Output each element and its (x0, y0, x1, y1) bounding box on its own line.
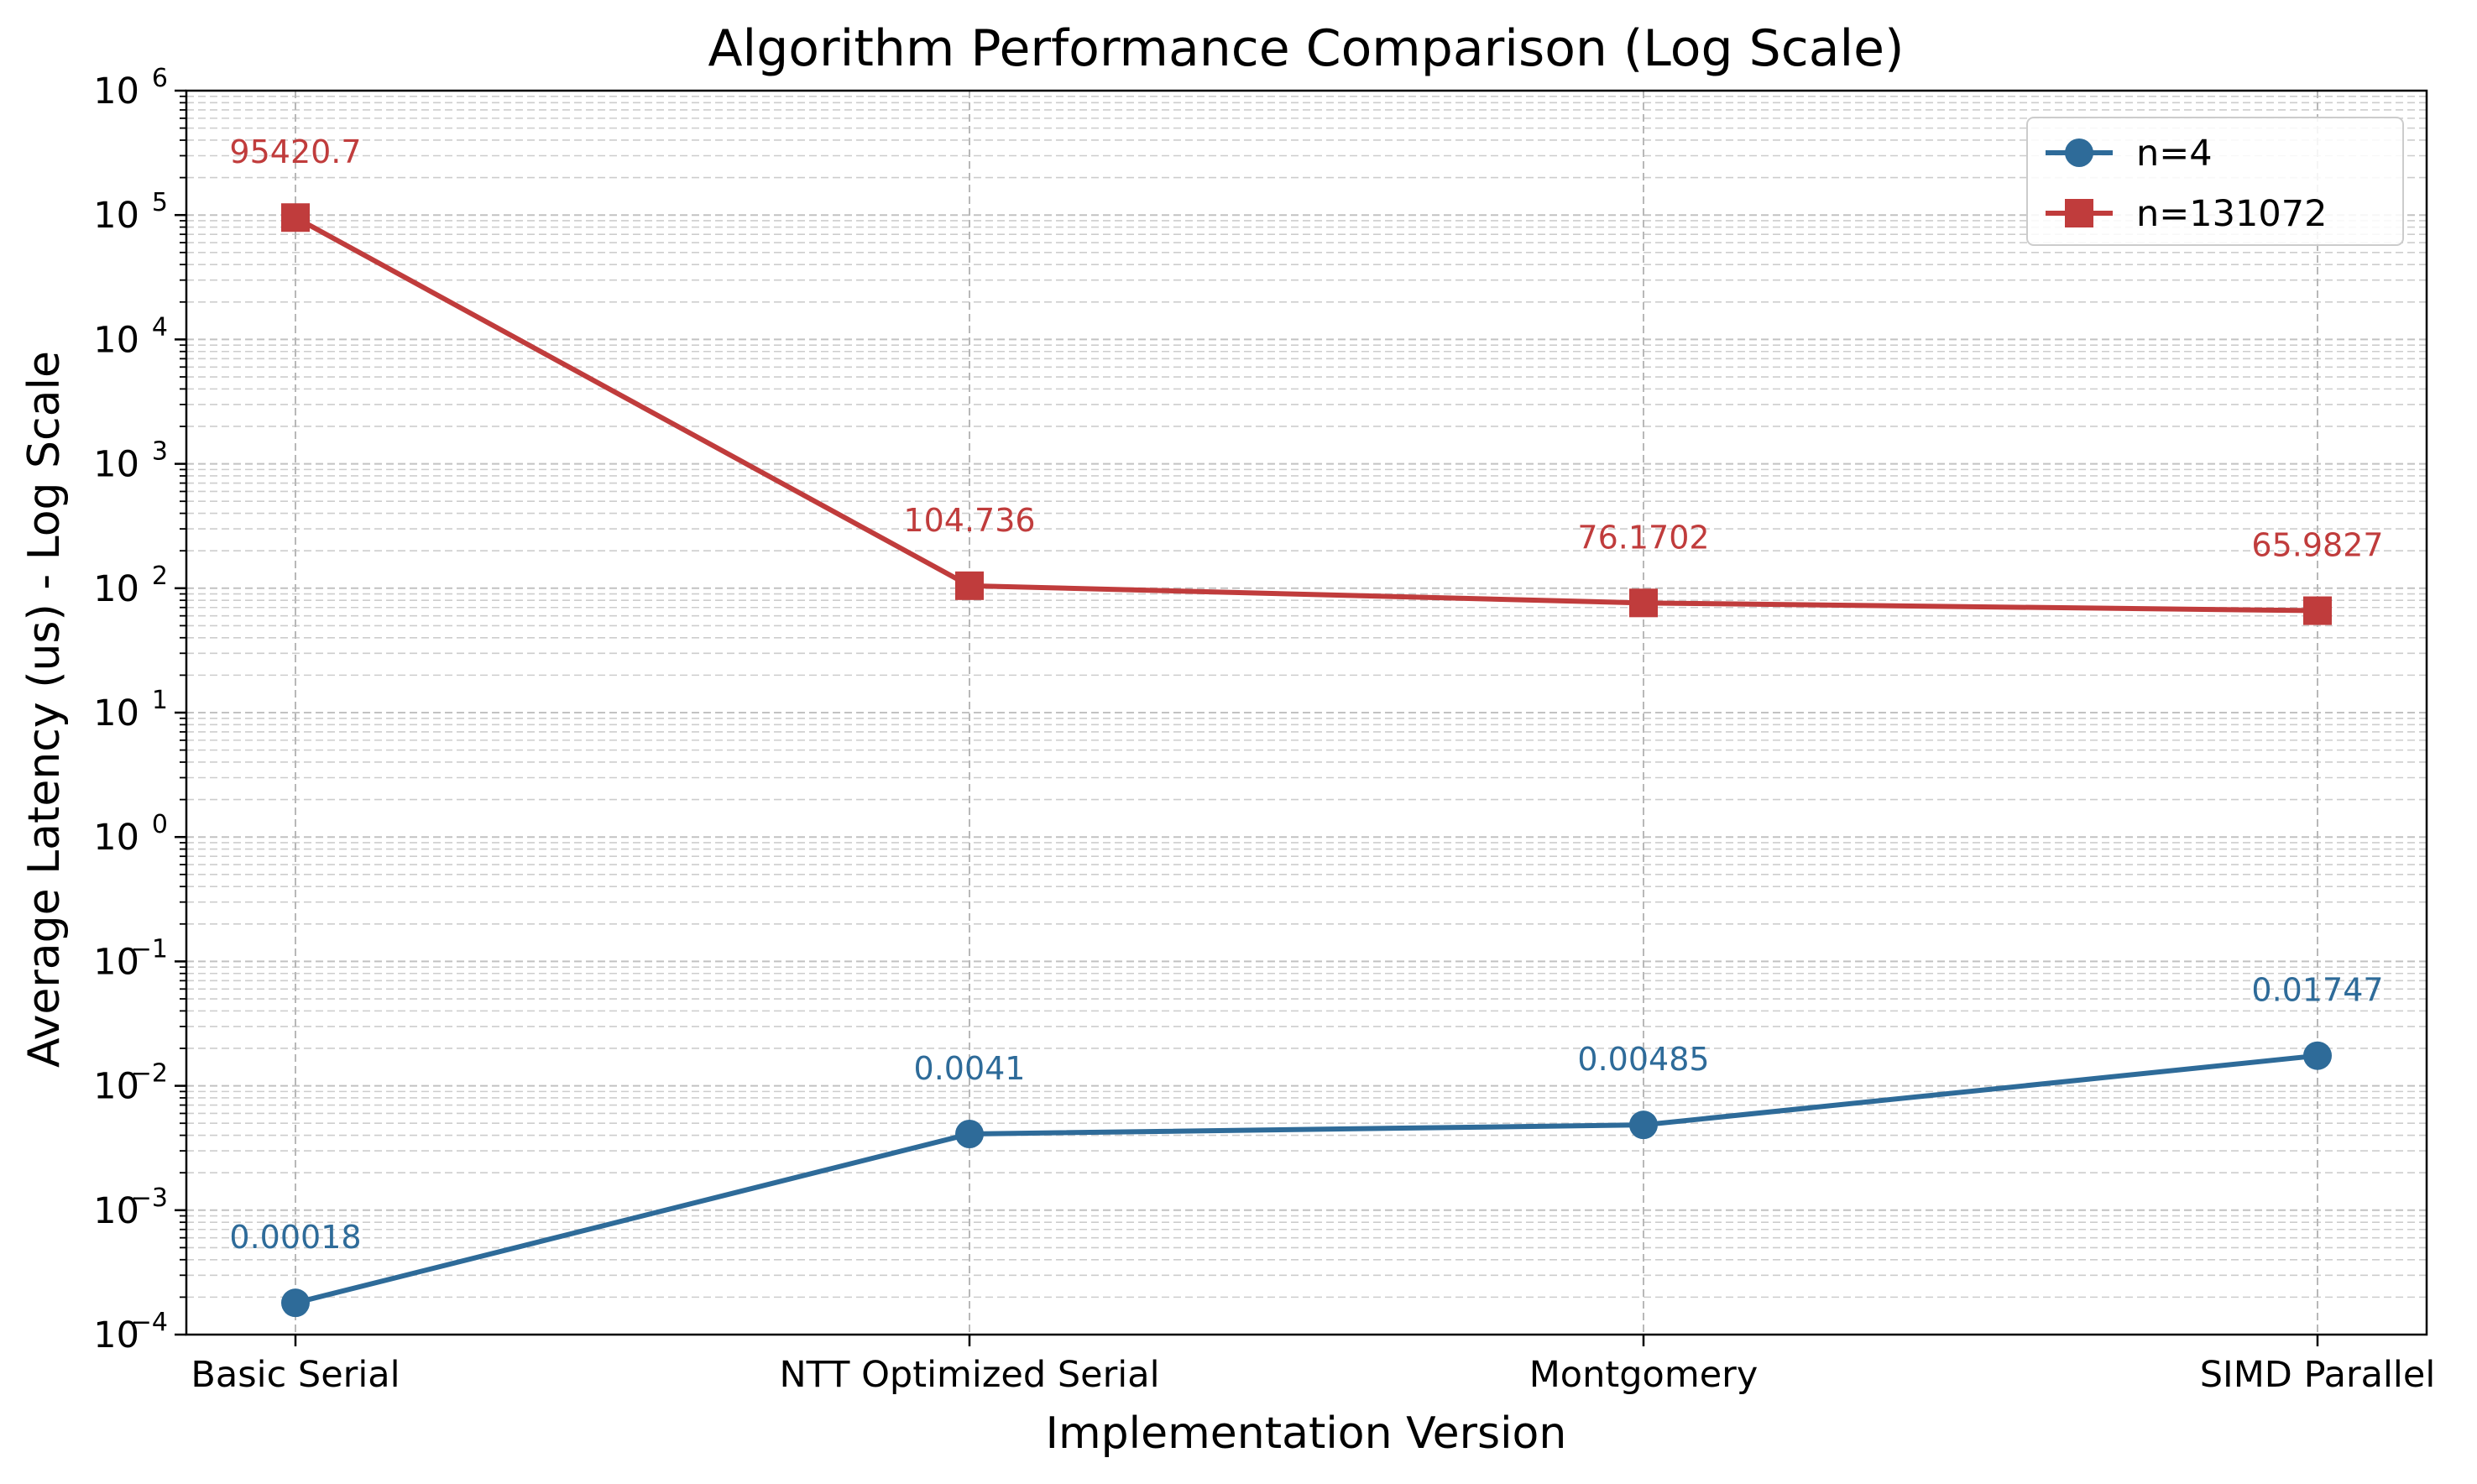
x-tick-label: Montgomery (1529, 1354, 1758, 1396)
y-tick-base: 10 (93, 1190, 139, 1232)
y-tick-label: 10 (93, 1066, 139, 1108)
y-tick-label: 10 (93, 692, 139, 734)
grid (186, 90, 2427, 1335)
data-point-square (281, 203, 310, 233)
y-tick-label: 10 (93, 319, 139, 361)
data-point-square (955, 571, 984, 600)
y-tick-base: 10 (93, 1314, 139, 1356)
chart-title: Algorithm Performance Comparison (Log Sc… (708, 19, 1905, 78)
series-line-1 (294, 215, 2318, 614)
y-tick-label: 10 (93, 195, 139, 237)
legend-label: n=4 (2136, 133, 2213, 175)
y-tick-label: 10 (93, 444, 139, 486)
x-axis-title: Implementation Version (1046, 1408, 1567, 1459)
data-point-square (1629, 588, 1658, 618)
y-tick-base: 10 (93, 692, 139, 734)
series-line-0 (295, 1053, 2318, 1306)
y-tick-label: 10 (93, 71, 139, 112)
data-label: 76.1702 (1577, 519, 1709, 556)
y-axis-title: Average Latency (us) - Log Scale (19, 351, 70, 1068)
y-tick-exponent: 5 (152, 188, 168, 217)
y-tick-exponent: 6 (152, 64, 168, 93)
y-tick-base: 10 (93, 568, 139, 610)
y-tick-base: 10 (93, 71, 139, 112)
data-labels: 0.00018 0.0041 0.00485 0.01747 95420.7 104.73… (229, 133, 2383, 1256)
x-tick-label: SIMD Parallel (2200, 1354, 2436, 1396)
y-tick-base: 10 (93, 195, 139, 237)
legend-label: n=131072 (2136, 193, 2327, 235)
y-tick-exponent: 2 (152, 562, 168, 591)
legend: n=4 n=131072 (2026, 117, 2404, 246)
data-label: 65.9827 (2251, 527, 2383, 564)
y-tick-exponent: −3 (131, 1184, 168, 1213)
data-label: 0.0041 (914, 1050, 1026, 1087)
data-point-circle (2303, 1041, 2332, 1070)
y-tick-exponent: 0 (152, 810, 168, 839)
y-tick-label: 10 (93, 1190, 139, 1232)
data-label: 0.00485 (1577, 1041, 1709, 1078)
y-tick-base: 10 (93, 1066, 139, 1108)
data-label: 95420.7 (229, 133, 361, 170)
y-tick-base: 10 (93, 319, 139, 361)
data-point-circle (281, 1288, 310, 1318)
y-tick-label: 10 (93, 568, 139, 610)
legend-marker-square (2065, 199, 2093, 227)
y-tick-exponent: −2 (131, 1059, 168, 1089)
x-tick-label: Basic Serial (191, 1354, 400, 1396)
data-label: 104.736 (903, 502, 1035, 539)
x-tick-label: NTT Optimized Serial (779, 1354, 1159, 1396)
data-label: 0.01747 (2251, 972, 2383, 1009)
y-tick-base: 10 (93, 817, 139, 859)
y-tick-exponent: 1 (152, 686, 168, 715)
data-point-circle (955, 1119, 984, 1148)
y-tick-label: 10 (93, 1314, 139, 1356)
y-tick-exponent: −4 (131, 1308, 168, 1337)
data-point-square (2303, 596, 2332, 625)
y-tick-label: 10 (93, 817, 139, 859)
y-tick-exponent: −1 (131, 934, 168, 964)
y-tick-base: 10 (93, 444, 139, 486)
y-tick-exponent: 4 (152, 312, 168, 342)
legend-marker-circle (2065, 138, 2093, 167)
y-tick-base: 10 (93, 941, 139, 983)
data-point-circle (1629, 1110, 1658, 1140)
y-tick-label: 10 (93, 941, 139, 983)
y-tick-exponent: 3 (152, 437, 168, 467)
legend-box (2026, 117, 2404, 246)
series (281, 203, 2332, 1318)
data-label: 0.00018 (229, 1219, 361, 1256)
